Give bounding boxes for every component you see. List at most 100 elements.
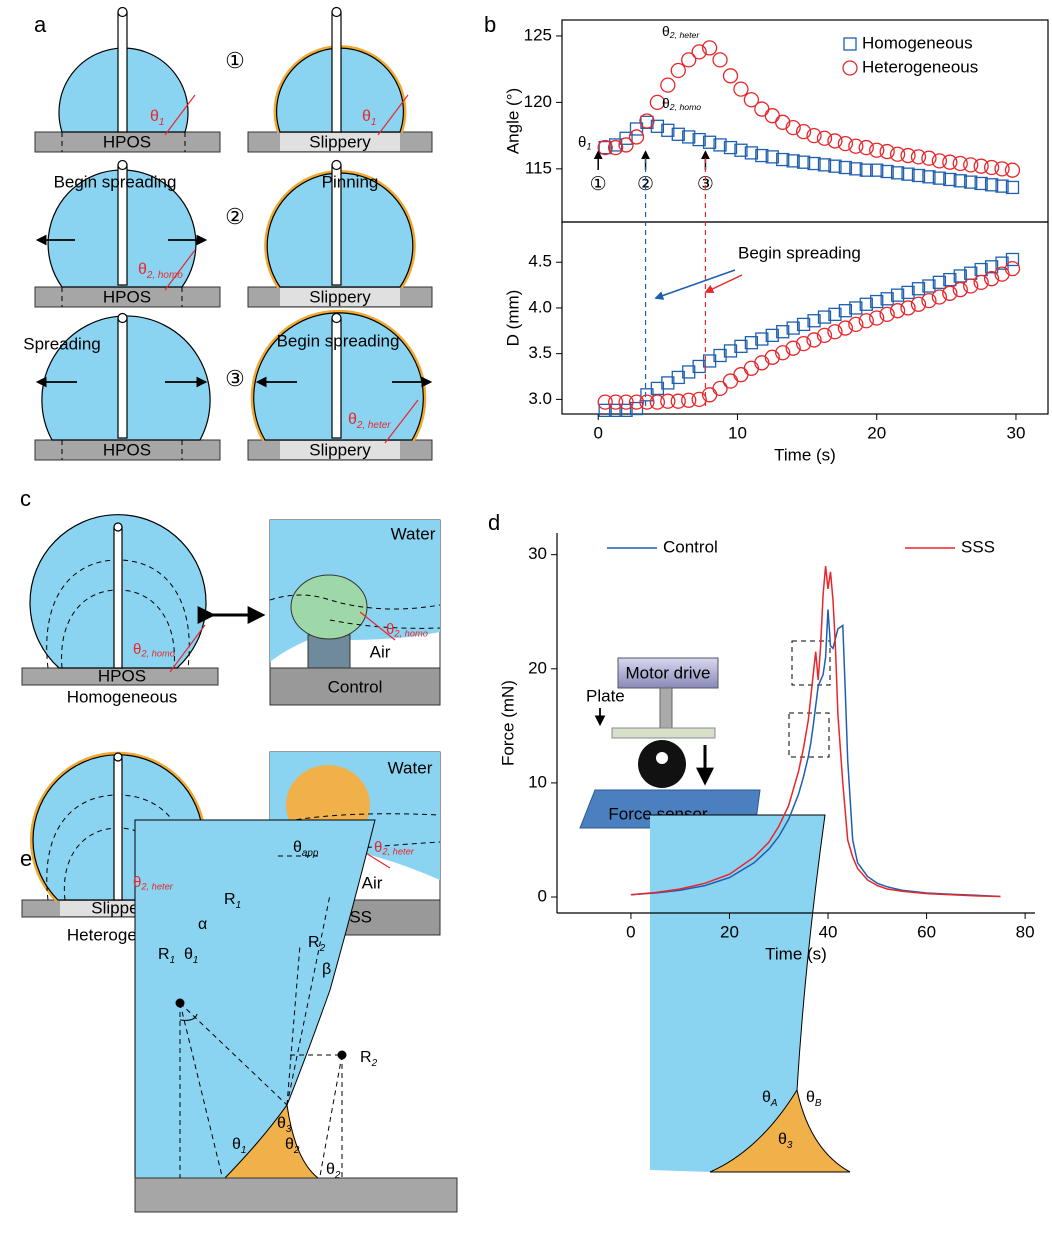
marker	[859, 141, 873, 155]
needle	[332, 12, 341, 132]
symbol: θ	[662, 23, 670, 39]
legend-marker	[844, 38, 856, 50]
bubble	[291, 575, 367, 639]
step-label: ②	[225, 204, 245, 229]
subscript: 2	[334, 1169, 341, 1180]
x-tick-label: 30	[1007, 423, 1026, 442]
symbol-label: θ2	[285, 1136, 300, 1155]
rod	[660, 688, 672, 728]
x-axis-title: Time (s)	[765, 944, 827, 963]
marker	[776, 115, 790, 129]
subscript: 1	[236, 899, 242, 910]
marker	[723, 69, 737, 83]
symbol: θ	[285, 1136, 294, 1153]
y-tick-label: 125	[524, 25, 552, 44]
symbol: θ	[184, 946, 193, 963]
substrate-label: Slippery	[309, 440, 371, 459]
marker	[838, 137, 852, 151]
medium-label: Air	[370, 642, 391, 661]
legend-label: Control	[663, 537, 718, 556]
subscript: A	[770, 1097, 778, 1108]
subscript: 1	[241, 1144, 247, 1155]
symbol-label: θ2, heter	[662, 23, 700, 41]
symbol: θ	[806, 1089, 815, 1106]
symbol-label: θ1	[578, 134, 592, 152]
needle-tip	[114, 523, 122, 531]
symbol: α	[198, 916, 207, 933]
medium-label: Water	[388, 758, 433, 777]
marker	[682, 53, 696, 67]
substrate	[135, 1178, 457, 1212]
x-tick-label: 0	[593, 423, 602, 442]
caption: Pinning	[322, 172, 379, 191]
y-tick-label: 10	[528, 772, 547, 791]
subscript: 2, heter	[669, 30, 701, 40]
marker	[828, 134, 842, 148]
caption: Spreading	[23, 334, 101, 353]
panel-label: a	[34, 12, 47, 37]
y-tick-label: 20	[528, 658, 547, 677]
panel-a: HPOS Slippery HPOS Slippery HPOS Slipper…	[23, 8, 432, 461]
pillar	[308, 635, 350, 668]
subscript: B	[815, 1097, 822, 1108]
panel-label: c	[20, 486, 31, 511]
subscript: app	[302, 847, 319, 858]
needle	[118, 318, 127, 438]
symbol: θ	[150, 108, 159, 125]
marker	[755, 356, 769, 370]
symbol: θ	[348, 411, 357, 428]
symbol-label: R2	[360, 1049, 378, 1068]
panel-label: b	[484, 12, 496, 37]
x-tick-label: 20	[720, 922, 739, 941]
y-axis-title: D (mm)	[503, 290, 522, 347]
y-tick-label: 0	[538, 887, 547, 906]
marker	[1005, 163, 1019, 177]
marker	[744, 361, 758, 375]
subscript: 2, heter	[381, 847, 414, 857]
marker	[661, 78, 675, 92]
plot-frame	[562, 20, 1048, 222]
event-label: ①	[590, 174, 607, 195]
subscript: 1	[586, 142, 591, 152]
needle-tip	[118, 8, 127, 17]
marker	[765, 109, 779, 123]
panel-label: e	[20, 846, 32, 871]
symbol-label: θ2	[326, 1161, 341, 1180]
symbol: θ	[293, 839, 302, 856]
x-tick-label: 40	[819, 922, 838, 941]
inset-photo: Motor drive Plate Force sensor	[580, 641, 830, 828]
subscript: 2, homo	[393, 629, 428, 639]
y-tick-label: 30	[528, 544, 547, 563]
substrate-label: Slippery	[309, 287, 371, 306]
x-tick-label: 10	[728, 423, 747, 442]
caption: Begin spreading	[277, 331, 400, 350]
symbol: θ	[362, 108, 371, 125]
substrate-label: Slippery	[309, 132, 371, 151]
subscript: 3	[286, 1123, 292, 1134]
substrate-label: HPOS	[103, 440, 151, 459]
y-tick-label: 3.0	[528, 389, 552, 408]
x-tick-label: 0	[626, 922, 635, 941]
symbol: θ	[386, 621, 394, 638]
subscript: 1	[193, 954, 199, 965]
subscript: 2	[371, 1057, 378, 1068]
water	[135, 820, 375, 1178]
symbol: θ	[374, 839, 382, 856]
subscript: 2, homo	[146, 269, 183, 280]
marker	[734, 82, 748, 96]
y-tick-label: 4.5	[528, 252, 552, 271]
needle-tip	[118, 314, 127, 323]
caption: Begin spreading	[54, 172, 177, 191]
needle	[114, 757, 122, 900]
marker	[713, 381, 727, 395]
marker	[734, 368, 748, 382]
x-tick-label: 60	[917, 922, 936, 941]
needle	[114, 527, 122, 668]
subscript: 2	[293, 1144, 300, 1155]
marker	[880, 145, 894, 159]
y-tick-label: 115	[525, 158, 552, 177]
legend-label: SSS	[961, 537, 995, 556]
needle-tip	[332, 8, 341, 17]
subscript: 3	[787, 1139, 793, 1150]
symbol: θ	[277, 1115, 286, 1132]
